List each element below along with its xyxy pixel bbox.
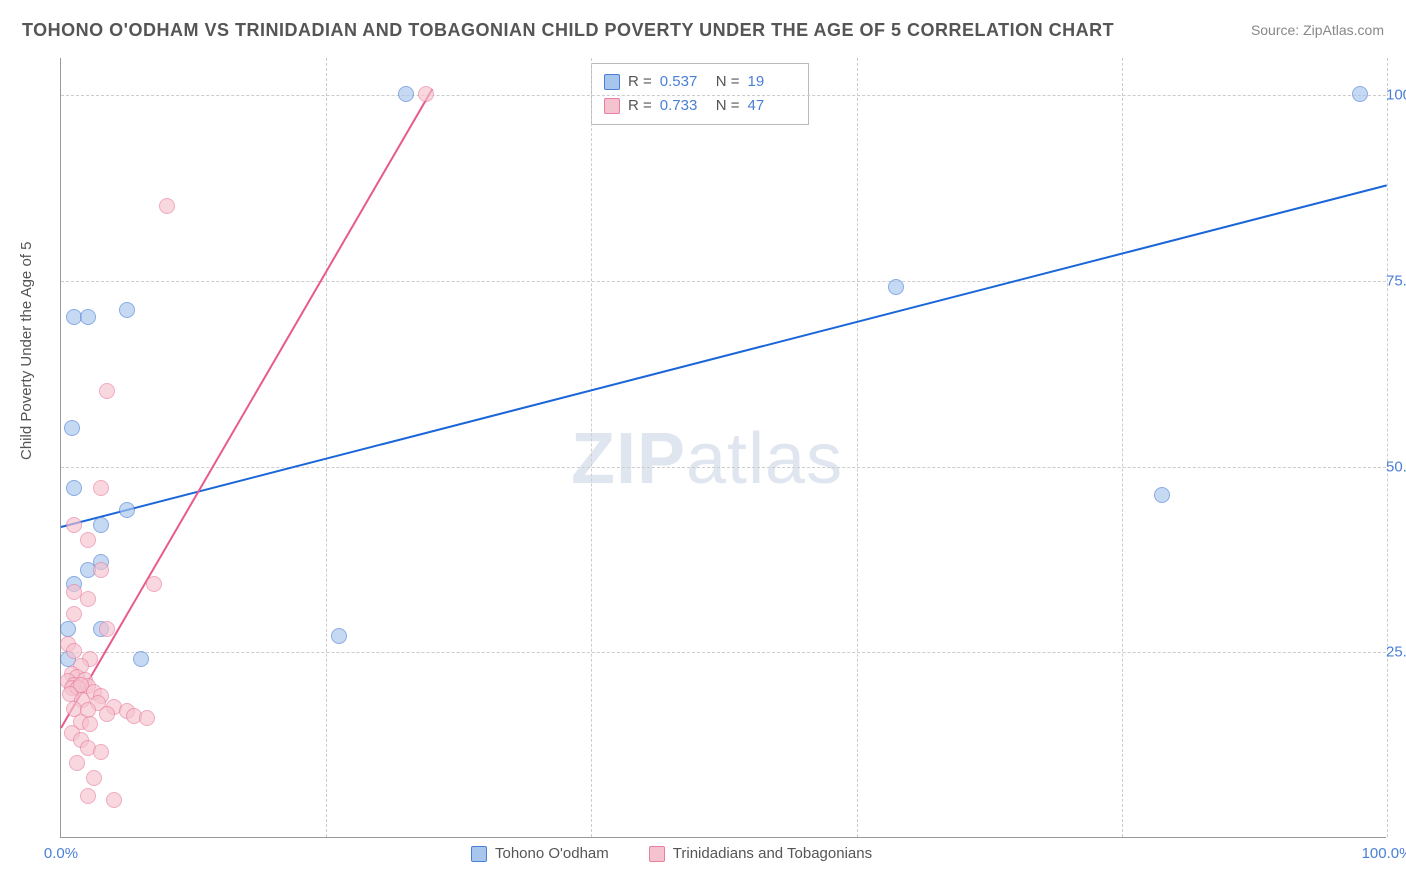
- data-point: [1154, 487, 1170, 503]
- data-point: [66, 517, 82, 533]
- watermark: ZIPatlas: [571, 418, 843, 500]
- gridline-v: [326, 58, 327, 837]
- n-label: N =: [716, 70, 740, 94]
- gridline-v: [591, 58, 592, 837]
- source-prefix: Source:: [1251, 22, 1299, 38]
- data-point: [888, 279, 904, 295]
- gridline-v: [857, 58, 858, 837]
- data-point: [139, 710, 155, 726]
- r-label: R =: [628, 94, 652, 118]
- data-point: [64, 420, 80, 436]
- stat-row-pink: R = 0.733 N = 47: [604, 94, 796, 118]
- data-point: [133, 651, 149, 667]
- data-point: [146, 576, 162, 592]
- data-point: [418, 86, 434, 102]
- data-point: [66, 643, 82, 659]
- y-tick-label: 50.0%: [1386, 458, 1406, 475]
- data-point: [69, 755, 85, 771]
- watermark-light: atlas: [686, 419, 843, 499]
- r-value: 0.733: [660, 94, 708, 118]
- swatch-icon: [604, 98, 620, 114]
- data-point: [99, 706, 115, 722]
- legend-label: Trinidadians and Tobagonians: [673, 845, 872, 862]
- data-point: [119, 302, 135, 318]
- data-point: [99, 621, 115, 637]
- y-tick-label: 25.0%: [1386, 644, 1406, 661]
- trendline: [60, 88, 433, 728]
- r-value: 0.537: [660, 70, 708, 94]
- swatch-icon: [471, 846, 487, 862]
- correlation-legend: R = 0.537 N = 19 R = 0.733 N = 47: [591, 63, 809, 125]
- data-point: [331, 628, 347, 644]
- data-point: [93, 517, 109, 533]
- data-point: [99, 383, 115, 399]
- n-label: N =: [716, 94, 740, 118]
- gridline-h: [61, 467, 1386, 468]
- r-label: R =: [628, 70, 652, 94]
- data-point: [60, 621, 76, 637]
- source-link[interactable]: ZipAtlas.com: [1303, 22, 1384, 38]
- gridline-v: [1387, 58, 1388, 837]
- x-tick-label: 100.0%: [1362, 845, 1406, 862]
- data-point: [93, 562, 109, 578]
- data-point: [86, 770, 102, 786]
- data-point: [80, 788, 96, 804]
- gridline-h: [61, 95, 1386, 96]
- swatch-icon: [604, 74, 620, 90]
- data-point: [398, 86, 414, 102]
- watermark-bold: ZIP: [571, 419, 686, 499]
- legend-label: Tohono O'odham: [495, 845, 609, 862]
- data-point: [80, 309, 96, 325]
- series-legend: Tohono O'odham Trinidadians and Tobagoni…: [471, 845, 872, 862]
- n-value: 47: [748, 94, 796, 118]
- source-attribution: Source: ZipAtlas.com: [1251, 22, 1384, 38]
- data-point: [93, 480, 109, 496]
- gridline-v: [1122, 58, 1123, 837]
- data-point: [1352, 86, 1368, 102]
- legend-item: Tohono O'odham: [471, 845, 609, 862]
- y-axis-label: Child Poverty Under the Age of 5: [18, 242, 35, 460]
- stat-row-blue: R = 0.537 N = 19: [604, 70, 796, 94]
- data-point: [159, 198, 175, 214]
- y-tick-label: 100.0%: [1386, 87, 1406, 104]
- swatch-icon: [649, 846, 665, 862]
- y-tick-label: 75.0%: [1386, 272, 1406, 289]
- gridline-h: [61, 652, 1386, 653]
- n-value: 19: [748, 70, 796, 94]
- data-point: [66, 606, 82, 622]
- chart-title: TOHONO O'ODHAM VS TRINIDADIAN AND TOBAGO…: [22, 20, 1114, 41]
- gridline-h: [61, 281, 1386, 282]
- x-tick-label: 0.0%: [44, 845, 78, 862]
- scatter-chart: ZIPatlas R = 0.537 N = 19 R = 0.733 N = …: [60, 58, 1386, 838]
- data-point: [106, 792, 122, 808]
- data-point: [93, 744, 109, 760]
- data-point: [80, 532, 96, 548]
- legend-item: Trinidadians and Tobagonians: [649, 845, 872, 862]
- data-point: [66, 480, 82, 496]
- data-point: [80, 591, 96, 607]
- data-point: [82, 716, 98, 732]
- data-point: [119, 502, 135, 518]
